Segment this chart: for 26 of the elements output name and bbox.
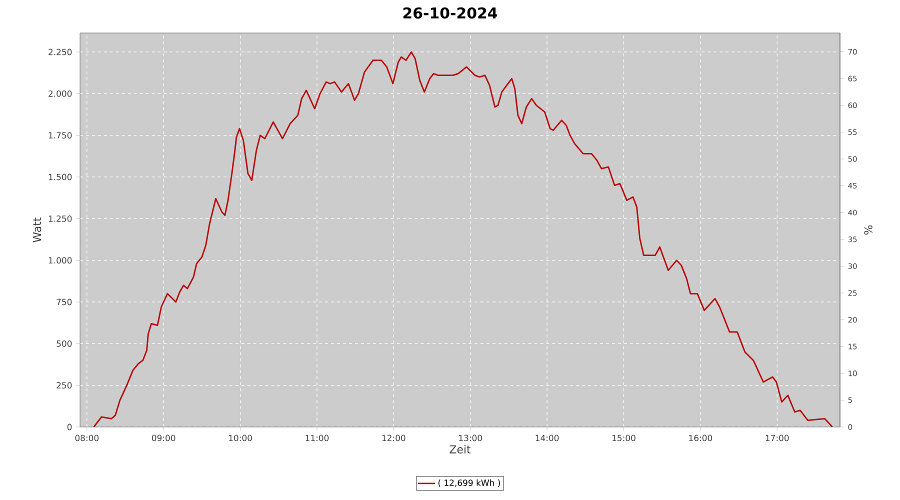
x-tick-label: 16:00 bbox=[689, 434, 712, 442]
line-series bbox=[93, 51, 834, 427]
x-tick-label: 08:00 bbox=[75, 434, 99, 442]
y-tick-label: 500 bbox=[56, 340, 72, 347]
x-tick-label: 11:00 bbox=[306, 434, 329, 442]
chart-title: 26-10-2024 bbox=[403, 7, 498, 19]
y-tick-label: 1.250 bbox=[48, 215, 72, 222]
y2-axis-title: % bbox=[864, 225, 872, 235]
y-tick-label: 1.000 bbox=[48, 257, 72, 264]
x-axis-title: Zeit bbox=[450, 445, 471, 454]
y-tick-label: 250 bbox=[56, 382, 72, 389]
x-tick-label: 15:00 bbox=[612, 434, 636, 442]
x-tick-label: 10:00 bbox=[229, 434, 252, 442]
y-tick-label: 2.000 bbox=[48, 90, 72, 97]
y-tick-label: 750 bbox=[56, 298, 72, 306]
x-tick-label: 17:00 bbox=[766, 434, 789, 442]
x-tick-label: 12:00 bbox=[382, 434, 406, 442]
y-tick-label: 2.250 bbox=[48, 48, 72, 56]
y-tick-label: 1.500 bbox=[48, 174, 72, 180]
legend-label: ( 12,699 kWh ) bbox=[438, 479, 500, 487]
x-tick-label: 13:00 bbox=[459, 434, 482, 442]
y-tick-label: 0 bbox=[67, 424, 72, 430]
x-tick-label: 09:00 bbox=[152, 434, 176, 442]
x-tick-label: 14:00 bbox=[536, 434, 559, 442]
y-tick-label: 1.750 bbox=[48, 132, 72, 139]
y-axis-title: Watt bbox=[33, 218, 42, 242]
